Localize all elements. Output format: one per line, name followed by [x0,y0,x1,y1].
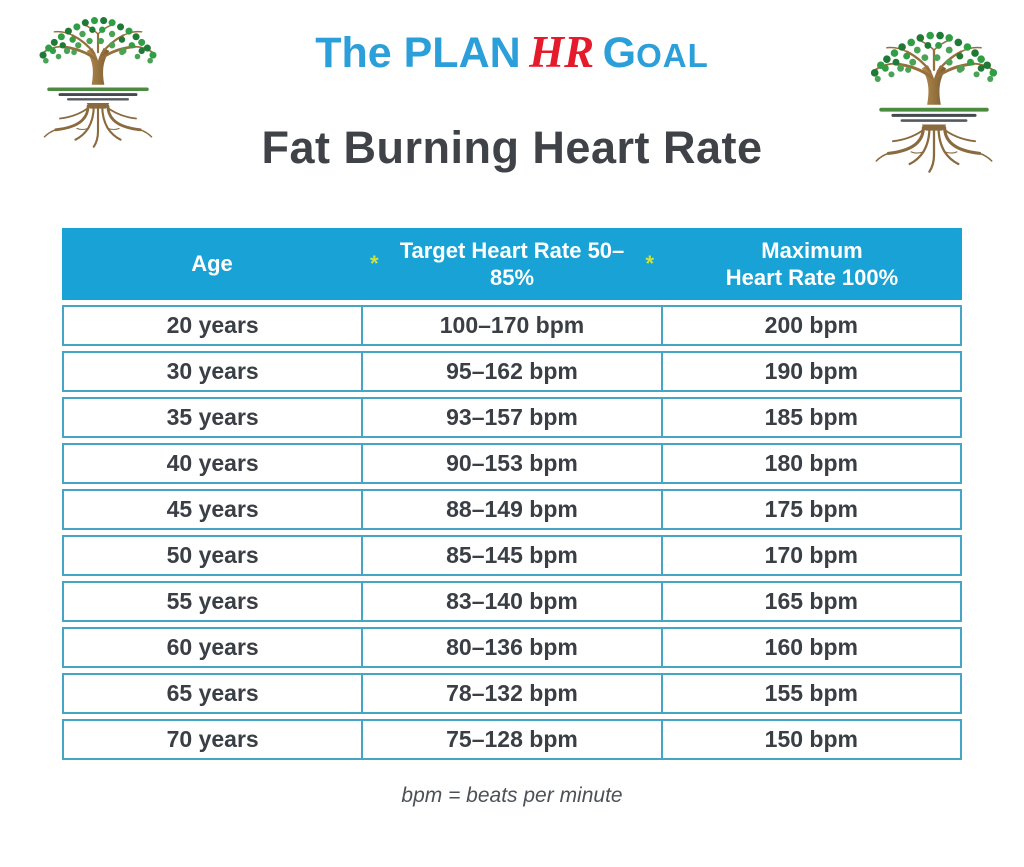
max-cell: 180 bpm [660,445,960,482]
max-cell: 190 bpm [660,353,960,390]
target-cell: 80–136 bpm [361,629,660,666]
asterisk-left: * [370,251,379,277]
header-max: Maximum Heart Rate 100% [662,237,962,292]
table-row: 30 years 95–162 bpm 190 bpm [62,351,962,392]
age-cell: 65 years [166,680,259,706]
max-cell: 185 bpm [660,399,960,436]
target-cell: 83–140 bpm [361,583,660,620]
max-cell: 155 bpm [660,675,960,712]
age-cell: 45 years [166,496,259,522]
brand-headline: The PLAN HR GOAL [0,26,1024,78]
page-title: Fat Burning Heart Rate [261,122,763,173]
max-cell: 160 bpm [660,629,960,666]
brand-text-red: HR [529,27,595,77]
table-row: 55 years 83–140 bpm 165 bpm [62,581,962,622]
table-row: 45 years 88–149 bpm 175 bpm [62,489,962,530]
asterisk-right: * [645,251,654,277]
max-cell: 175 bpm [660,491,960,528]
table-row: 70 years 75–128 bpm 150 bpm [62,719,962,760]
brand-goal-rest: OAL [636,37,709,74]
header-age: Age [191,251,233,277]
table-row: 35 years 93–157 bpm 185 bpm [62,397,962,438]
max-cell: 165 bpm [660,583,960,620]
table-row: 65 years 78–132 bpm 155 bpm [62,673,962,714]
heart-rate-table: Age * Target Heart Rate 50–85% * Maximum… [62,228,962,760]
table-row: 60 years 80–136 bpm 160 bpm [62,627,962,668]
brand-text-blue: The PLAN [315,29,521,77]
age-cell: 35 years [166,404,259,430]
max-cell: 150 bpm [660,721,960,758]
target-cell: 85–145 bpm [361,537,660,574]
age-cell: 55 years [166,588,259,614]
table-header-row: Age * Target Heart Rate 50–85% * Maximum… [62,228,962,300]
header-target-label: Target Heart Rate 50–85% [399,237,625,291]
table-row: 40 years 90–153 bpm 180 bpm [62,443,962,484]
header-target: * Target Heart Rate 50–85% * [362,237,662,292]
age-cell: 40 years [166,450,259,476]
target-cell: 95–162 bpm [361,353,660,390]
max-cell: 200 bpm [660,307,960,344]
target-cell: 93–157 bpm [361,399,660,436]
table-row: 50 years 85–145 bpm 170 bpm [62,535,962,576]
age-cell: 30 years [166,358,259,384]
age-cell: 60 years [166,634,259,660]
age-cell: 20 years [166,312,259,338]
age-cell: 70 years [166,726,259,752]
header-max-line1: Maximum [761,237,863,263]
brand-goal-initial: G [602,29,637,77]
target-cell: 75–128 bpm [361,721,660,758]
target-cell: 78–132 bpm [361,675,660,712]
target-cell: 100–170 bpm [361,307,660,344]
target-cell: 90–153 bpm [361,445,660,482]
header-max-line2: Heart Rate 100% [725,265,899,290]
bpm-footnote: bpm = beats per minute [401,784,623,807]
max-cell: 170 bpm [660,537,960,574]
target-cell: 88–149 bpm [361,491,660,528]
table-row: 20 years 100–170 bpm 200 bpm [62,305,962,346]
age-cell: 50 years [166,542,259,568]
